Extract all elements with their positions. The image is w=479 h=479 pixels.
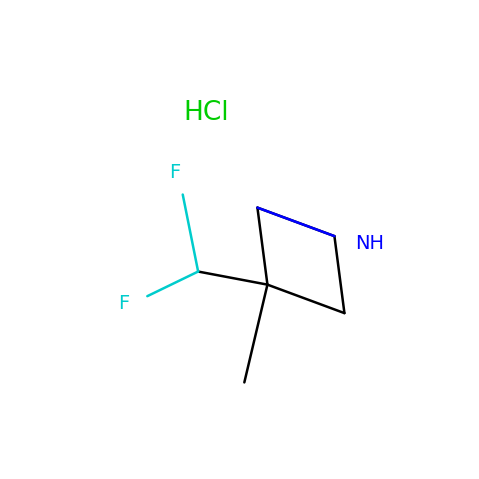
Text: F: F — [170, 163, 181, 182]
Text: NH: NH — [355, 234, 384, 253]
Text: F: F — [119, 295, 130, 313]
Text: HCl: HCl — [183, 100, 228, 126]
